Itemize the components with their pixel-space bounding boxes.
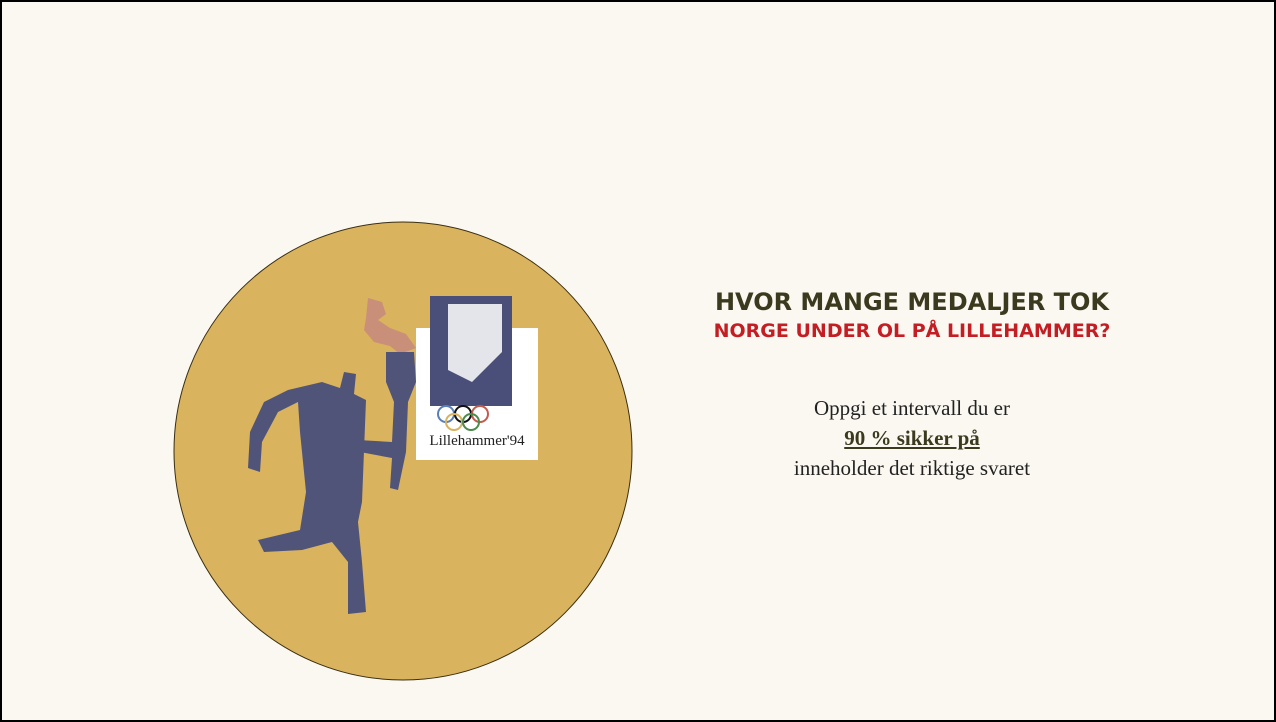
logo-lines — [448, 304, 502, 382]
torch-arm — [358, 352, 416, 490]
torch-flame — [364, 298, 416, 354]
runner-figure — [248, 372, 366, 614]
body-line: Oppgi et intervall du er — [814, 396, 1010, 420]
ring — [462, 413, 480, 431]
heading-line: HVOR MANGE MEDALJER TOK — [714, 288, 1110, 316]
heading-line: NORGE UNDER OL PÅ LILLEHAMMER? — [713, 320, 1111, 342]
olympic-rings — [437, 405, 489, 431]
logo-text: Lillehammer'94 — [429, 433, 525, 449]
body-emphasis: 90 % sikker på — [844, 426, 980, 450]
body-line: inneholder det riktige svaret — [793, 456, 1031, 480]
